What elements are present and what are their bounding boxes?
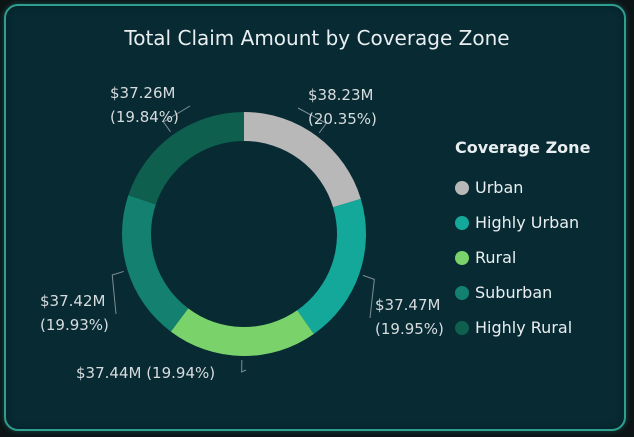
legend-swatch [455,250,469,265]
legend-swatch [455,285,469,300]
legend-label: Rural [475,248,517,267]
leader-line [241,359,247,373]
chart-card [4,4,626,431]
leader-line [297,107,328,134]
legend-swatch [455,180,469,195]
donut-slice-highly-rural[interactable] [128,112,244,205]
legend-swatch [455,320,469,335]
data-label-percent: (19.84%) [110,108,179,126]
leader-line [111,270,124,315]
leader-line [162,105,191,132]
data-label-value: $37.42M [40,292,105,310]
donut-slice-rural[interactable] [170,308,314,356]
data-label-percent: (20.35%) [308,110,377,128]
legend-label: Suburban [475,283,553,302]
legend-item-urban[interactable]: Urban [455,170,590,205]
legend-item-suburban[interactable]: Suburban [455,275,590,310]
leader-line [362,274,375,319]
data-label-value: $38.23M [308,86,373,104]
legend-label: Urban [475,178,524,197]
donut-slice-urban[interactable] [244,112,361,208]
data-label-value: $37.26M [110,84,175,102]
legend-item-highly-urban[interactable]: Highly Urban [455,205,590,240]
legend-item-highly-rural[interactable]: Highly Rural [455,310,590,345]
chart-title: Total Claim Amount by Coverage Zone [124,26,510,50]
data-label-value: $37.44M (19.94%) [76,364,215,382]
legend-item-rural[interactable]: Rural [455,240,590,275]
data-label-value: $37.47M [375,296,440,314]
data-label-percent: (19.95%) [375,320,444,338]
data-label-percent: (19.93%) [40,316,109,334]
legend: Coverage Zone Urban Highly Urban Rural S… [455,138,590,345]
legend-title: Coverage Zone [455,138,591,157]
donut-slice-suburban[interactable] [121,195,189,332]
legend-swatch [455,215,469,230]
legend-label: Highly Urban [475,213,580,232]
donut-slice-highly-urban[interactable] [297,198,366,335]
legend-label: Highly Rural [475,318,573,337]
